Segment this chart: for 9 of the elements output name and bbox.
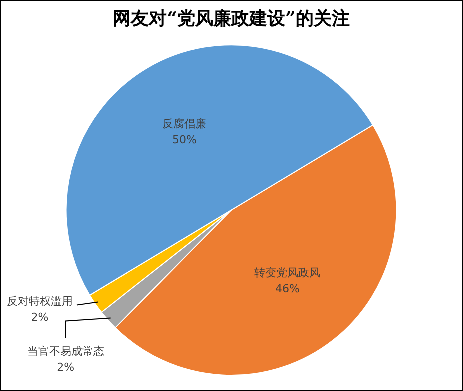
chart-title: 网友对“党风廉政建设”的关注 — [113, 8, 350, 30]
slice-label: 当官不易成常态 — [27, 345, 104, 358]
data-label: 2% — [31, 311, 49, 324]
data-label: 46% — [275, 282, 300, 296]
slice-label: 反对特权滥用 — [7, 295, 73, 308]
slice-label: 转变党风政风 — [254, 266, 321, 280]
slice-label: 反腐倡廉 — [162, 117, 207, 130]
data-label: 2% — [57, 361, 75, 374]
data-label: 50% — [172, 133, 197, 146]
